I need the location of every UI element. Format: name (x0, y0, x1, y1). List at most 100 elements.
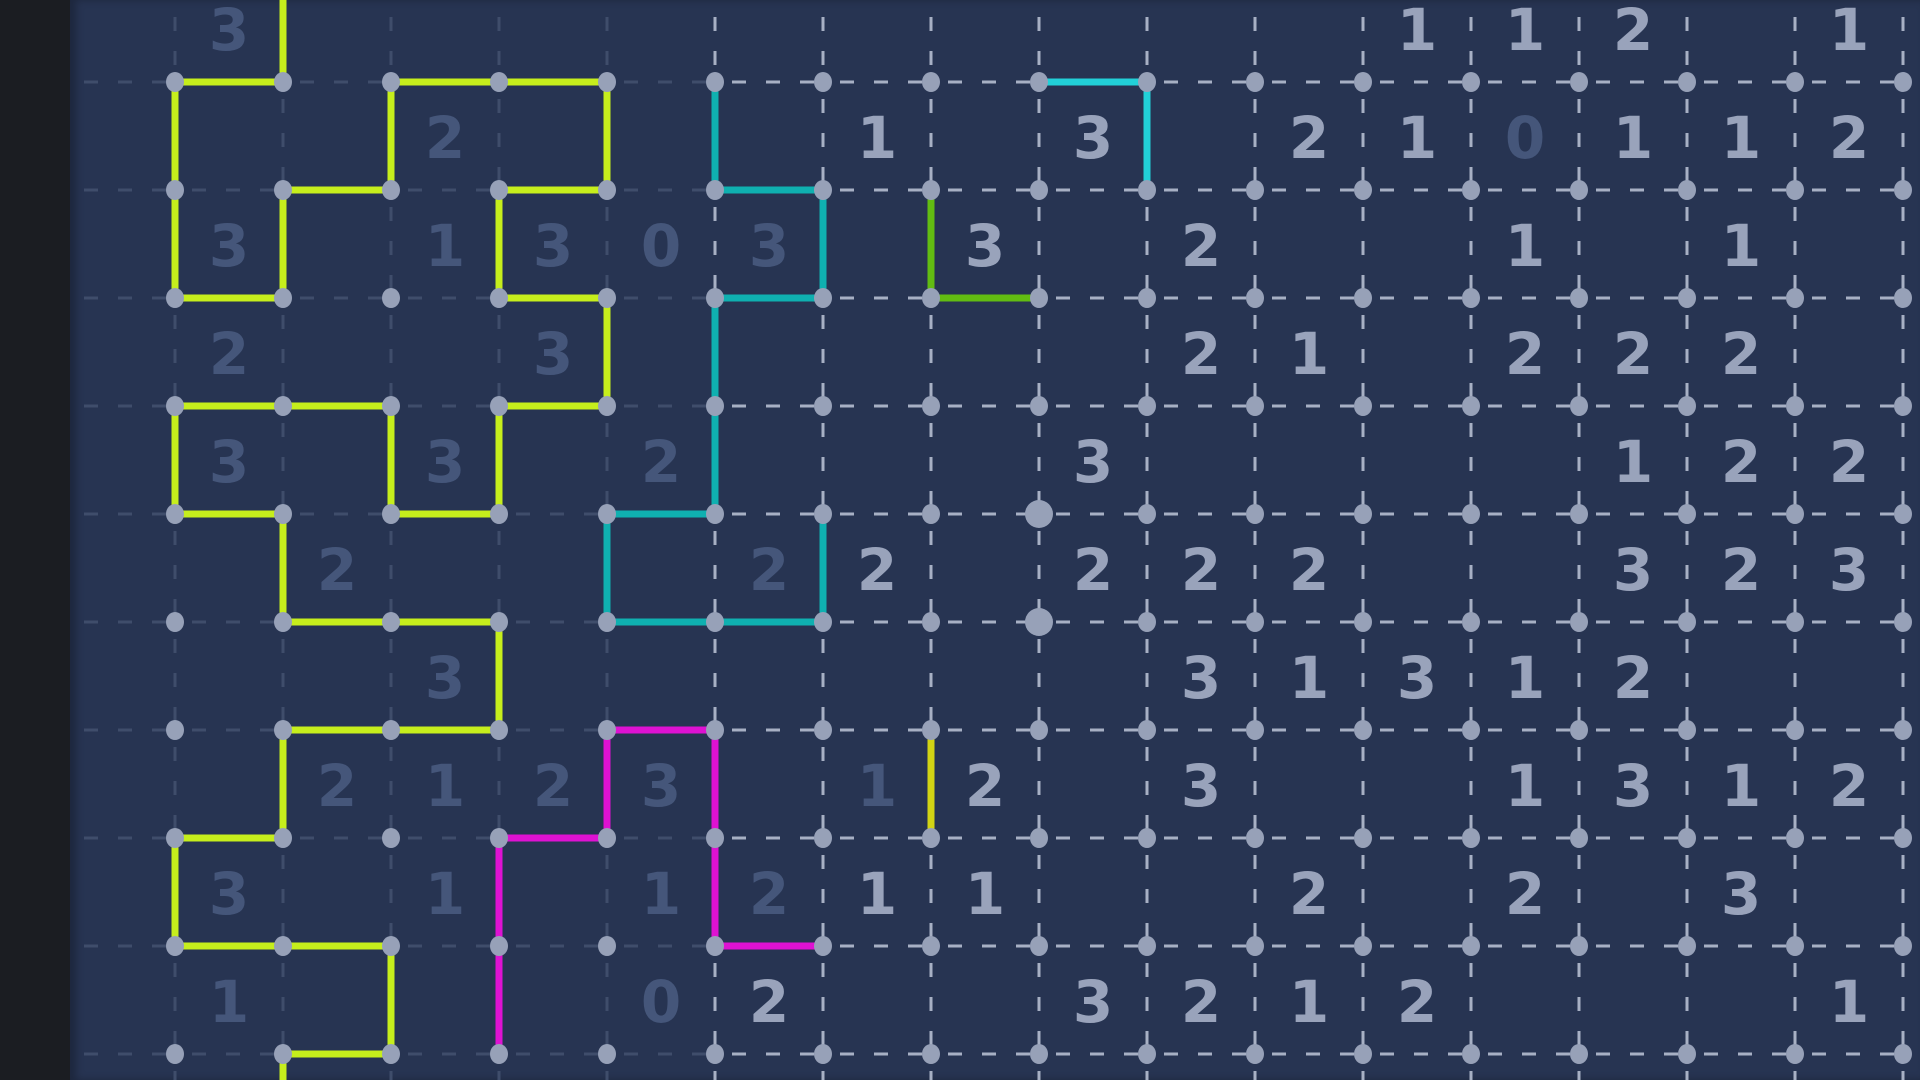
grid-dot[interactable] (1246, 72, 1264, 92)
grid-dot[interactable] (1786, 288, 1804, 308)
grid-dot[interactable] (706, 396, 724, 416)
grid-dot[interactable] (382, 288, 400, 308)
grid-dot[interactable] (814, 828, 832, 848)
grid-dot[interactable] (1894, 612, 1912, 632)
grid-dot[interactable] (1354, 936, 1372, 956)
grid-dot[interactable] (1678, 72, 1696, 92)
grid-dot[interactable] (382, 828, 400, 848)
grid-dot[interactable] (1462, 180, 1480, 200)
loop-edges[interactable] (171, 0, 1151, 1080)
grid-dot[interactable] (274, 180, 292, 200)
grid-dot[interactable] (1570, 72, 1588, 92)
grid-dot[interactable] (814, 396, 832, 416)
grid-dot[interactable] (1030, 180, 1048, 200)
grid-dot[interactable] (706, 504, 724, 524)
grid-dot[interactable] (1570, 396, 1588, 416)
grid-dot[interactable] (1678, 396, 1696, 416)
grid-dot[interactable] (1462, 288, 1480, 308)
grid-dot[interactable] (1786, 828, 1804, 848)
grid-dot[interactable] (274, 396, 292, 416)
grid-dot[interactable] (922, 72, 940, 92)
grid-dot[interactable] (706, 180, 724, 200)
grid-dot[interactable] (1354, 72, 1372, 92)
grid-dot[interactable] (166, 72, 184, 92)
grid-dot[interactable] (1678, 504, 1696, 524)
grid-dot[interactable] (1138, 72, 1156, 92)
grid-dot[interactable] (1354, 612, 1372, 632)
grid-dot[interactable] (166, 396, 184, 416)
grid-dot[interactable] (1678, 828, 1696, 848)
grid-dot[interactable] (1246, 1044, 1264, 1064)
grid-dot[interactable] (1030, 936, 1048, 956)
grid-dot[interactable] (706, 288, 724, 308)
grid-dot[interactable] (490, 180, 508, 200)
grid-dot[interactable] (1894, 1044, 1912, 1064)
grid-dot[interactable] (1894, 936, 1912, 956)
grid-dot[interactable] (814, 504, 832, 524)
grid-dot[interactable] (1030, 288, 1048, 308)
grid-dot[interactable] (814, 288, 832, 308)
grid-dot[interactable] (1138, 612, 1156, 632)
grid-dot[interactable] (166, 504, 184, 524)
grid-dot[interactable] (1678, 936, 1696, 956)
grid-dot[interactable] (598, 396, 616, 416)
grid-dot[interactable] (1030, 828, 1048, 848)
grid-dot[interactable] (1570, 1044, 1588, 1064)
grid-dot[interactable] (706, 72, 724, 92)
grid-dot[interactable] (382, 936, 400, 956)
grid-dot[interactable] (166, 1044, 184, 1064)
grid-dot[interactable] (382, 504, 400, 524)
grid-dot[interactable] (814, 72, 832, 92)
grid-dot[interactable] (1246, 936, 1264, 956)
grid-dot[interactable] (598, 504, 616, 524)
grid-dot[interactable] (1786, 936, 1804, 956)
grid-dot[interactable] (1246, 180, 1264, 200)
grid-dot[interactable] (490, 288, 508, 308)
grid-dot[interactable] (922, 180, 940, 200)
grid-dot[interactable] (598, 72, 616, 92)
grid-dot[interactable] (1786, 612, 1804, 632)
grid-dot[interactable] (1894, 396, 1912, 416)
grid-dot[interactable] (1354, 288, 1372, 308)
grid-dot[interactable] (1894, 288, 1912, 308)
grid-dot[interactable] (922, 828, 940, 848)
grid-dot[interactable] (490, 504, 508, 524)
grid-dot[interactable] (1354, 828, 1372, 848)
grid-dot[interactable] (274, 288, 292, 308)
grid-dot[interactable] (1462, 720, 1480, 740)
grid-dot[interactable] (1030, 1044, 1048, 1064)
grid-dot[interactable] (1786, 396, 1804, 416)
grid-dot[interactable] (166, 720, 184, 740)
grid-dot[interactable] (922, 612, 940, 632)
grid-dot[interactable] (1570, 612, 1588, 632)
grid-dot[interactable] (1786, 1044, 1804, 1064)
grid-dot[interactable] (490, 612, 508, 632)
grid-dot[interactable] (490, 396, 508, 416)
grid-dot[interactable] (922, 504, 940, 524)
grid-dot[interactable] (1462, 72, 1480, 92)
grid-dot[interactable] (382, 612, 400, 632)
grid-dot[interactable] (1030, 720, 1048, 740)
grid-dot[interactable] (166, 180, 184, 200)
grid-dot[interactable] (1354, 720, 1372, 740)
grid-dot[interactable] (1570, 720, 1588, 740)
grid-dot[interactable] (1246, 612, 1264, 632)
grid-dot[interactable] (1678, 720, 1696, 740)
grid-dot[interactable] (1138, 180, 1156, 200)
grid-dot[interactable] (382, 720, 400, 740)
grid-dot[interactable] (1138, 720, 1156, 740)
grid-dot[interactable] (1786, 504, 1804, 524)
grid-dot[interactable] (382, 396, 400, 416)
grid-dot[interactable] (166, 612, 184, 632)
grid-dot[interactable] (1462, 504, 1480, 524)
grid-dot[interactable] (166, 288, 184, 308)
grid-dot[interactable] (706, 828, 724, 848)
grid-dot[interactable] (490, 936, 508, 956)
grid-dot[interactable] (1138, 936, 1156, 956)
grid-dot[interactable] (1354, 504, 1372, 524)
grid-dot[interactable] (1678, 288, 1696, 308)
grid-dot[interactable] (490, 1044, 508, 1064)
puzzle-board[interactable] (70, 0, 1920, 1080)
grid-dot[interactable] (922, 288, 940, 308)
